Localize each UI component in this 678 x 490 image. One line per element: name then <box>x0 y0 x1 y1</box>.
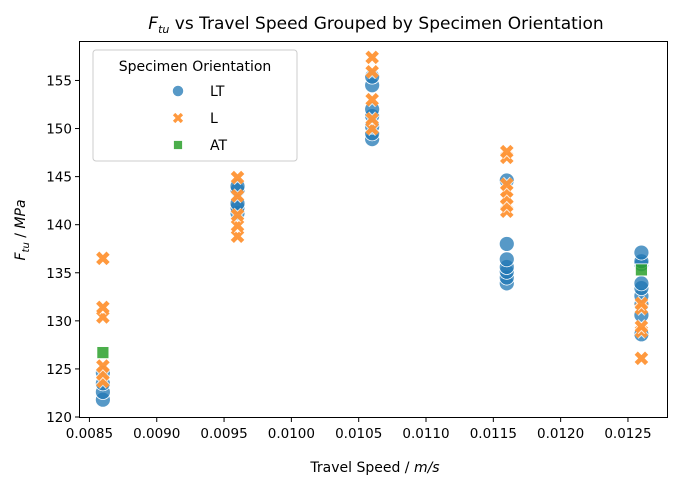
data-point <box>95 299 111 315</box>
series-L <box>95 49 649 389</box>
data-point <box>96 346 110 359</box>
y-axis-label-symbol: F <box>13 252 29 261</box>
y-axis-label-separator: / <box>13 229 29 243</box>
legend-label: AT <box>210 138 227 154</box>
data-point <box>633 244 650 261</box>
x-tick-label: 0.0125 <box>604 426 651 442</box>
x-tick-label: 0.0110 <box>402 426 449 442</box>
data-point <box>95 250 111 266</box>
legend-title: Specimen Orientation <box>119 59 272 75</box>
data-point <box>635 263 648 277</box>
y-tick-label: 135 <box>46 266 72 282</box>
legend: Specimen Orientation LT L AT <box>92 49 298 162</box>
y-tick-label: 145 <box>46 170 72 186</box>
data-point <box>230 170 246 186</box>
title-text: vs Travel Speed Grouped by Specimen Orie… <box>169 14 603 34</box>
data-point <box>95 358 111 374</box>
data-point <box>498 236 515 252</box>
x-tick-label: 0.0115 <box>470 426 517 442</box>
x-tick-label: 0.0105 <box>335 426 382 442</box>
x-axis-label: Travel Speed / m/s <box>309 460 439 476</box>
data-point <box>498 251 515 268</box>
legend-box <box>92 49 298 162</box>
data-point <box>499 144 515 160</box>
y-tick-label: 155 <box>46 73 72 89</box>
y-axis-label-unit: MPa <box>13 199 29 228</box>
x-tick-label: 0.0090 <box>133 426 180 442</box>
x-tick-label: 0.0120 <box>537 426 584 442</box>
legend-entries: LT L AT <box>171 84 227 154</box>
data-point <box>364 49 380 65</box>
data-point <box>633 275 650 292</box>
legend-entry-L: L <box>172 111 218 127</box>
y-tick-label: 150 <box>46 122 72 138</box>
plot-area <box>94 49 650 408</box>
data-point <box>230 218 246 234</box>
legend-entry-LT: LT <box>171 84 225 100</box>
chart-title: Ftu vs Travel Speed Grouped by Specimen … <box>148 14 603 36</box>
legend-marker <box>173 140 183 150</box>
data-point <box>230 207 246 223</box>
data-point <box>364 92 380 108</box>
axes-frame <box>79 41 668 418</box>
x-tick-label: 0.0100 <box>268 426 315 442</box>
data-point <box>230 188 246 204</box>
title-symbol: F <box>148 14 158 34</box>
x-axis-label-unit: m/s <box>414 460 440 476</box>
x-axis-label-prefix: Travel Speed / <box>309 460 414 476</box>
y-tick-label: 125 <box>46 362 72 378</box>
data-point <box>633 350 649 366</box>
legend-label: L <box>210 111 218 127</box>
x-tick-label: 0.0085 <box>66 426 113 442</box>
y-tick-label: 140 <box>46 218 72 234</box>
y-axis-label-subscript: tu <box>21 242 32 252</box>
y-axis-label: Ftu / MPa <box>13 199 32 260</box>
series-AT <box>96 263 648 359</box>
data-point <box>633 296 649 312</box>
legend-marker <box>172 112 184 124</box>
y-tick-label: 130 <box>46 314 72 330</box>
legend-label: LT <box>210 84 225 100</box>
x-tick-label: 0.0095 <box>200 426 247 442</box>
y-tick-label: 120 <box>46 410 72 426</box>
data-point <box>633 319 649 335</box>
legend-entry-AT: AT <box>173 138 227 154</box>
data-point <box>364 111 380 127</box>
data-point <box>230 228 246 244</box>
y-axis: 120 125 130 135 140 145 150 155 <box>46 73 80 426</box>
title-subscript: tu <box>158 23 169 36</box>
data-point <box>364 64 380 80</box>
legend-marker <box>171 84 185 98</box>
x-axis: 0.0085 0.0090 0.0095 0.0100 0.0105 0.0110 0.01… <box>66 417 652 442</box>
data-point <box>499 176 515 192</box>
